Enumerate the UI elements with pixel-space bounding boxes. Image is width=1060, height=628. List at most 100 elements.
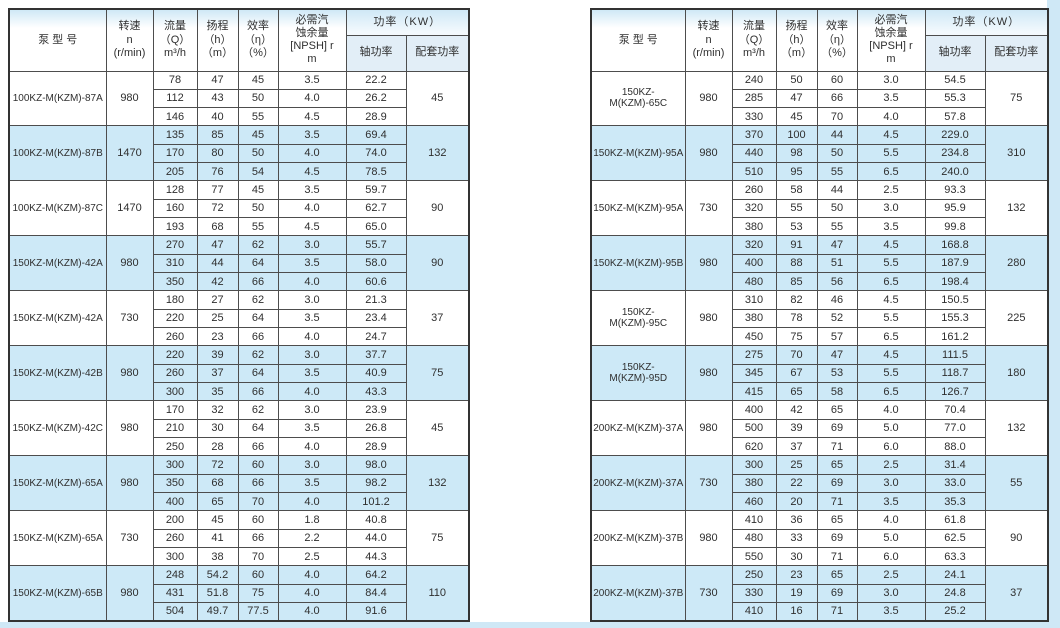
efficiency-cell: 62 bbox=[237, 345, 279, 365]
npsh-cell: 6.5 bbox=[856, 162, 926, 182]
shaft-power-cell: 65.0 bbox=[345, 217, 407, 237]
flow-cell: 350 bbox=[152, 473, 198, 494]
head-cell: 88 bbox=[775, 253, 818, 274]
efficiency-cell: 55 bbox=[816, 162, 858, 182]
header-npsh: 必需汽 蚀余量 [NPSH] r m bbox=[856, 8, 926, 72]
matching-power-cell: 45 bbox=[405, 70, 470, 127]
efficiency-cell: 70 bbox=[816, 107, 858, 127]
header-efficiency: 效率 （η） （%） bbox=[816, 8, 858, 72]
page-background-strip bbox=[0, 622, 1060, 628]
efficiency-cell: 60 bbox=[237, 455, 279, 475]
shaft-power-cell: 58.0 bbox=[345, 253, 407, 274]
matching-power-cell: 180 bbox=[984, 345, 1049, 402]
efficiency-cell: 66 bbox=[237, 528, 279, 549]
flow-cell: 112 bbox=[152, 88, 198, 109]
npsh-cell: 3.5 bbox=[277, 308, 347, 329]
shaft-power-cell: 234.8 bbox=[924, 143, 986, 164]
speed-cell: 980 bbox=[684, 510, 733, 567]
efficiency-cell: 65 bbox=[816, 565, 858, 585]
head-cell: 43 bbox=[196, 88, 239, 109]
table-row: 150KZ-M(KZM)-65A 980 300 72 60 3.0 98.0 132 bbox=[8, 455, 470, 512]
npsh-cell: 3.5 bbox=[277, 70, 347, 90]
efficiency-cell: 44 bbox=[816, 125, 858, 145]
header-power-group: 功率（KW） bbox=[924, 8, 1049, 36]
speed-cell: 730 bbox=[684, 455, 733, 512]
shaft-power-cell: 62.5 bbox=[924, 528, 986, 549]
table-row: 431 51.8 75 4.0 84.4 bbox=[9, 583, 469, 604]
efficiency-cell: 70 bbox=[237, 547, 279, 567]
shaft-power-cell: 98.0 bbox=[345, 455, 407, 475]
right-pump-table: 泵 型 号 转速 n (r/min) 流量 （Q） m³/h 扬程 （h） （m… bbox=[590, 8, 1050, 622]
flow-cell: 410 bbox=[731, 510, 777, 530]
table-row: 150KZ-M(KZM)-95C 980 310 82 46 4.5 150.5 225 bbox=[590, 290, 1049, 347]
npsh-cell: 4.0 bbox=[277, 602, 347, 622]
flow-cell: 220 bbox=[152, 345, 198, 365]
header-speed: 转速 n (r/min) bbox=[684, 8, 733, 72]
head-cell: 45 bbox=[775, 107, 818, 127]
head-cell: 47 bbox=[196, 70, 239, 90]
flow-cell: 205 bbox=[152, 162, 198, 182]
matching-power-cell: 310 bbox=[984, 125, 1049, 182]
shaft-power-cell: 26.8 bbox=[345, 418, 407, 439]
npsh-cell: 6.5 bbox=[856, 382, 926, 402]
speed-cell: 980 bbox=[105, 565, 154, 622]
table-row: 380 78 52 5.5 155.3 bbox=[591, 308, 1048, 329]
npsh-cell: 4.0 bbox=[277, 88, 347, 109]
efficiency-cell: 66 bbox=[237, 272, 279, 292]
pump-model-cell: 100KZ-M(KZM)-87A bbox=[8, 70, 107, 127]
npsh-cell: 2.5 bbox=[856, 455, 926, 475]
shaft-power-cell: 229.0 bbox=[924, 125, 986, 145]
head-cell: 28 bbox=[196, 437, 239, 457]
matching-power-cell: 132 bbox=[984, 180, 1049, 237]
efficiency-cell: 75 bbox=[237, 583, 279, 604]
efficiency-cell: 47 bbox=[816, 345, 858, 365]
matching-power-cell: 132 bbox=[984, 400, 1049, 457]
npsh-cell: 3.5 bbox=[277, 473, 347, 494]
table-row: 100KZ-M(KZM)-87B 1470 135 85 45 3.5 69.4 132 bbox=[8, 125, 470, 182]
flow-cell: 410 bbox=[731, 602, 777, 622]
flow-cell: 380 bbox=[731, 473, 777, 494]
shaft-power-cell: 59.7 bbox=[345, 180, 407, 200]
head-cell: 100 bbox=[775, 125, 818, 145]
shaft-power-cell: 84.4 bbox=[345, 583, 407, 604]
flow-cell: 300 bbox=[152, 547, 198, 567]
table-row: 100KZ-M(KZM)-87A 980 78 47 45 3.5 22.2 45 bbox=[8, 70, 470, 127]
flow-cell: 504 bbox=[152, 602, 198, 622]
efficiency-cell: 64 bbox=[237, 363, 279, 384]
efficiency-cell: 47 bbox=[816, 235, 858, 255]
shaft-power-cell: 28.9 bbox=[345, 107, 407, 127]
shaft-power-cell: 54.5 bbox=[924, 70, 986, 90]
table-row: 150KZ-M(KZM)-65B 980 248 54.2 60 4.0 64.2 110 bbox=[8, 565, 470, 622]
npsh-cell: 3.5 bbox=[277, 125, 347, 145]
head-cell: 23 bbox=[196, 327, 239, 347]
table-row: 480 33 69 5.0 62.5 bbox=[591, 528, 1048, 549]
flow-cell: 510 bbox=[731, 162, 777, 182]
table-header: 泵 型 号 转速 n (r/min) 流量 （Q） m³/h 扬程 （h） （m… bbox=[8, 8, 470, 72]
flow-cell: 431 bbox=[152, 583, 198, 604]
shaft-power-cell: 111.5 bbox=[924, 345, 986, 365]
shaft-power-cell: 23.9 bbox=[345, 400, 407, 420]
header-shaft-power: 轴功率 bbox=[924, 34, 986, 72]
table-row: 112 43 50 4.0 26.2 bbox=[9, 88, 469, 109]
flow-cell: 200 bbox=[152, 510, 198, 530]
table-row: 350 42 66 4.0 60.6 bbox=[9, 272, 469, 292]
npsh-cell: 4.0 bbox=[277, 272, 347, 292]
npsh-cell: 5.0 bbox=[856, 418, 926, 439]
shaft-power-cell: 98.2 bbox=[345, 473, 407, 494]
head-cell: 37 bbox=[775, 437, 818, 457]
flow-cell: 400 bbox=[731, 400, 777, 420]
table-row: 350 68 66 3.5 98.2 bbox=[9, 473, 469, 494]
shaft-power-cell: 77.0 bbox=[924, 418, 986, 439]
efficiency-cell: 64 bbox=[237, 308, 279, 329]
flow-cell: 240 bbox=[731, 70, 777, 90]
npsh-cell: 3.5 bbox=[277, 253, 347, 274]
pump-model-cell: 150KZ-M(KZM)-95B bbox=[590, 235, 686, 292]
table-row: 150KZ-M(KZM)-42A 730 180 27 62 3.0 21.3 37 bbox=[8, 290, 470, 347]
shaft-power-cell: 28.9 bbox=[345, 437, 407, 457]
npsh-cell: 4.0 bbox=[277, 382, 347, 402]
shaft-power-cell: 118.7 bbox=[924, 363, 986, 384]
efficiency-cell: 60 bbox=[237, 565, 279, 585]
shaft-power-cell: 31.4 bbox=[924, 455, 986, 475]
shaft-power-cell: 44.3 bbox=[345, 547, 407, 567]
